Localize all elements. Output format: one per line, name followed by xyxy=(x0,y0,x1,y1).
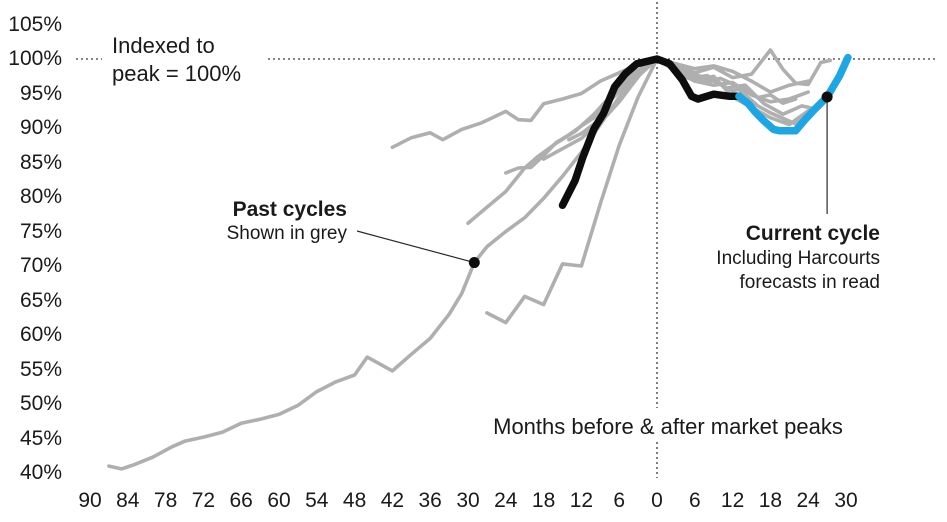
y-tick-label: 60% xyxy=(19,323,62,346)
indexed-to-peak-note: Indexed to peak = 100% xyxy=(112,32,241,88)
current-cycle-annotation: Current cycle Including Harcourts foreca… xyxy=(688,221,880,295)
past-cycles-leader-line xyxy=(356,230,475,264)
y-tick-label: 50% xyxy=(19,392,62,415)
y-tick-label: 70% xyxy=(19,254,62,277)
y-axis: 105% 100% 95% 90% 85% 80% 75% 70% 65% 60% 55% 50% 45… xyxy=(0,0,64,522)
indexed-note-line1: Indexed to xyxy=(112,33,215,58)
past-cycle-5-line xyxy=(503,57,811,175)
y-tick-label: 90% xyxy=(19,116,62,139)
x-tick-label: 66 xyxy=(229,489,253,512)
x-tick-label: 6 xyxy=(613,489,626,512)
x-tick-label: 42 xyxy=(380,489,405,512)
past-cycle-2-line xyxy=(390,48,833,150)
y-tick-label: 105% xyxy=(8,12,62,36)
past-cycle-3-line xyxy=(466,57,817,225)
x-tick-label: 30 xyxy=(456,489,480,512)
y-tick-label: 45% xyxy=(19,426,62,450)
x-tick-label: 6 xyxy=(688,489,701,512)
y-tick-label: 95% xyxy=(19,81,62,105)
x-tick-label: 72 xyxy=(191,489,216,512)
x-tick-label: 18 xyxy=(758,489,783,512)
current-cycle-marker-dot xyxy=(821,91,833,103)
y-tick-label: 85% xyxy=(19,150,62,174)
x-tick-label: 90 xyxy=(78,489,102,512)
indexed-note-line2: peak = 100% xyxy=(112,61,242,86)
current-cycle-actual-line xyxy=(558,55,743,210)
x-tick-label: 0 xyxy=(651,489,663,512)
x-tick-label: 48 xyxy=(342,489,367,512)
past-cycles-title: Past cycles xyxy=(232,198,347,221)
x-tick-label: 12 xyxy=(569,489,594,512)
x-tick-label: 24 xyxy=(494,489,518,512)
y-tick-label: 65% xyxy=(19,288,62,312)
x-axis: 90 84 78 72 66 60 54 48 42 36 30 24 18 12 6 0 6 12 18 24 30 xyxy=(0,489,947,519)
y-tick-label: 75% xyxy=(19,219,62,243)
past-cycles-marker-dot xyxy=(468,257,480,269)
y-tick-label: 40% xyxy=(19,461,62,484)
x-axis-title: Months before & after market peaks xyxy=(458,412,878,442)
current-cycle-title: Current cycle xyxy=(745,222,880,245)
y-tick-label: 55% xyxy=(19,357,62,381)
x-tick-label: 60 xyxy=(267,489,291,512)
x-tick-label: 78 xyxy=(153,489,178,512)
x-tick-label: 18 xyxy=(531,489,556,512)
x-tick-label: 24 xyxy=(796,489,820,512)
x-tick-label: 30 xyxy=(834,489,858,512)
x-tick-label: 36 xyxy=(418,489,442,512)
x-tick-label: 54 xyxy=(305,489,329,512)
x-tick-label: 12 xyxy=(720,489,745,512)
current-cycle-subtitle1: Including Harcourts xyxy=(716,248,880,269)
y-tick-label: 100% xyxy=(8,47,62,70)
past-cycles-annotation: Past cycles Shown in grey xyxy=(145,197,347,245)
past-cycles-subtitle: Shown in grey xyxy=(226,223,347,244)
y-tick-label: 80% xyxy=(19,185,62,208)
x-tick-label: 84 xyxy=(116,489,140,512)
current-cycle-subtitle2: forecasts in read xyxy=(739,272,880,293)
